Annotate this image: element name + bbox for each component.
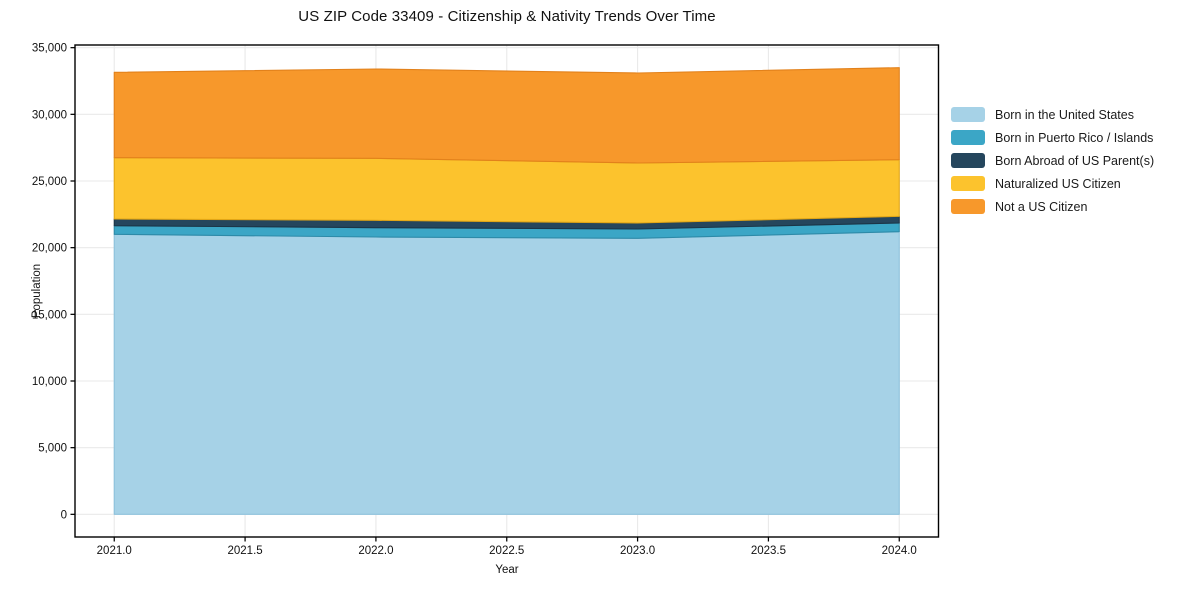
y-tick-label: 15,000: [32, 309, 67, 321]
legend-label: Born in Puerto Rico / Islands: [995, 130, 1154, 145]
y-tick-label: 30,000: [32, 109, 67, 121]
y-tick-label: 0: [61, 509, 67, 521]
area-born-in-the-united-states: [113, 231, 900, 515]
legend-swatch: [951, 130, 985, 145]
x-tick-label: 2021.5: [227, 545, 262, 557]
legend-item: Born Abroad of US Parent(s): [951, 149, 1154, 172]
y-tick-label: 20,000: [32, 243, 67, 255]
legend-swatch: [951, 176, 985, 191]
x-tick-label: 2021.0: [97, 545, 132, 557]
legend-swatch: [951, 153, 985, 168]
area-naturalized-us-citizen: [113, 157, 900, 224]
chart-title: US ZIP Code 33409 - Citizenship & Nativi…: [298, 8, 716, 25]
legend-item: Born in the United States: [951, 103, 1154, 126]
legend-label: Not a US Citizen: [995, 199, 1088, 214]
y-axis-label: Population: [31, 263, 44, 319]
legend-label: Born Abroad of US Parent(s): [995, 153, 1155, 168]
x-tick-label: 2022.0: [358, 545, 393, 557]
area-not-a-us-citizen: [113, 67, 900, 164]
legend-label: Born in the United States: [995, 107, 1134, 122]
x-tick-label: 2023.0: [620, 545, 655, 557]
legend-label: Naturalized US Citizen: [995, 176, 1121, 191]
legend-item: Born in Puerto Rico / Islands: [951, 126, 1154, 149]
x-tick-label: 2024.0: [882, 545, 917, 557]
y-tick-label: 10,000: [32, 376, 67, 388]
x-tick-label: 2022.5: [489, 545, 524, 557]
legend-swatch: [951, 107, 985, 122]
legend-swatch: [951, 199, 985, 214]
legend-item: Not a US Citizen: [951, 195, 1154, 218]
y-tick-label: 25,000: [32, 176, 67, 188]
y-tick-label: 5,000: [38, 443, 67, 455]
y-tick-label: 35,000: [32, 43, 67, 55]
x-tick-label: 2023.5: [751, 545, 786, 557]
legend-item: Naturalized US Citizen: [951, 172, 1154, 195]
x-axis-label: Year: [495, 564, 519, 576]
legend: Born in the United States Born in Puerto …: [951, 103, 1154, 218]
